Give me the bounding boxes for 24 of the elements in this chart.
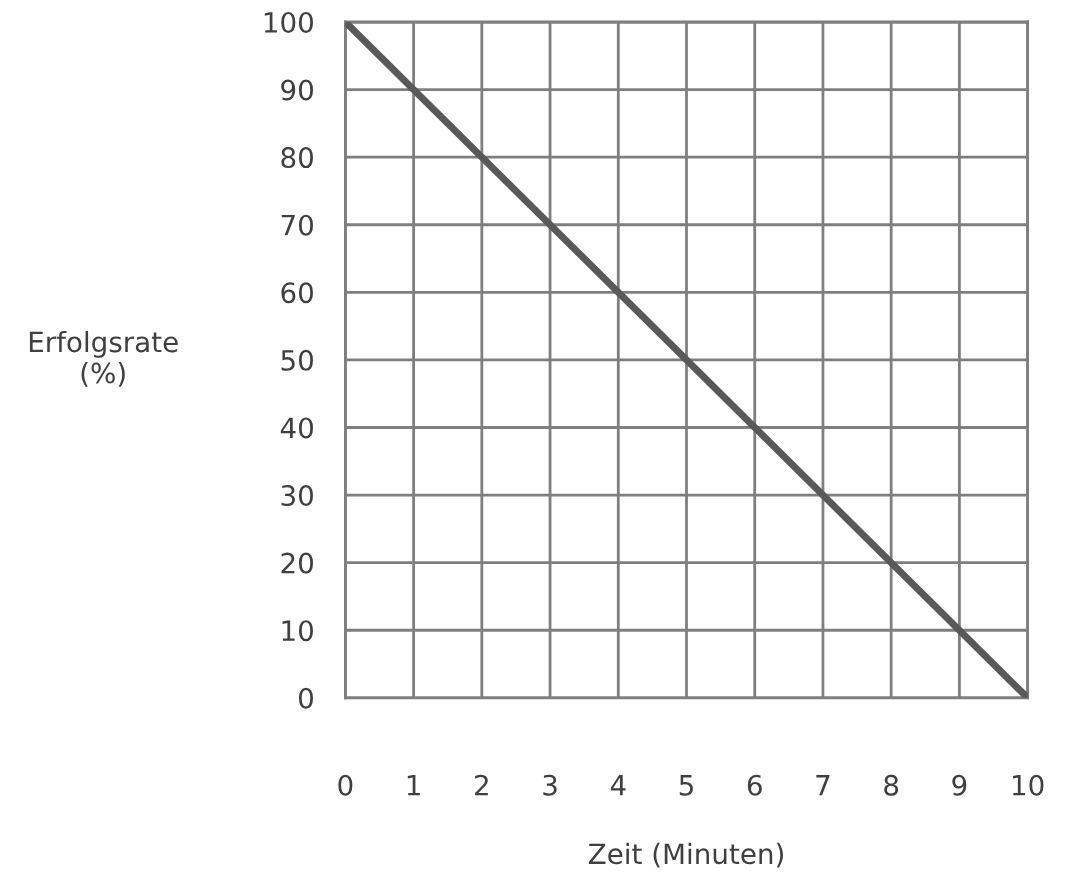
x-tick-label: 5: [679, 775, 693, 796]
y-tick-label: 40: [280, 417, 313, 439]
y-tick-label: 90: [281, 79, 313, 101]
y-tick-label: 10: [282, 620, 313, 642]
x-tick-label: 2: [475, 774, 488, 796]
y-tick-label: 0: [298, 687, 313, 709]
x-axis-title: Zeit (Minuten): [588, 842, 783, 868]
y-tick-label: 70: [281, 214, 313, 236]
x-tick-label: 9: [952, 774, 967, 796]
x-tick-label: 10: [1013, 774, 1044, 796]
y-tick-label: 30: [281, 485, 313, 507]
x-tick-label: 6: [747, 774, 762, 796]
x-tick-label: 0: [338, 774, 353, 796]
y-tick-label: 50: [281, 349, 313, 371]
y-axis-title: Erfolgsrate (%): [29, 330, 178, 387]
x-tick-label: 8: [884, 774, 899, 796]
x-tick-label: 7: [816, 775, 830, 796]
y-tick-label: 100: [264, 11, 313, 33]
y-tick-label: 60: [281, 282, 313, 304]
x-tick-label: 1: [407, 775, 420, 796]
y-tick-label: 20: [281, 552, 313, 574]
y-tick-label: 80: [281, 147, 313, 169]
x-tick-label: 3: [543, 774, 557, 796]
x-tick-label: 4: [610, 775, 626, 796]
